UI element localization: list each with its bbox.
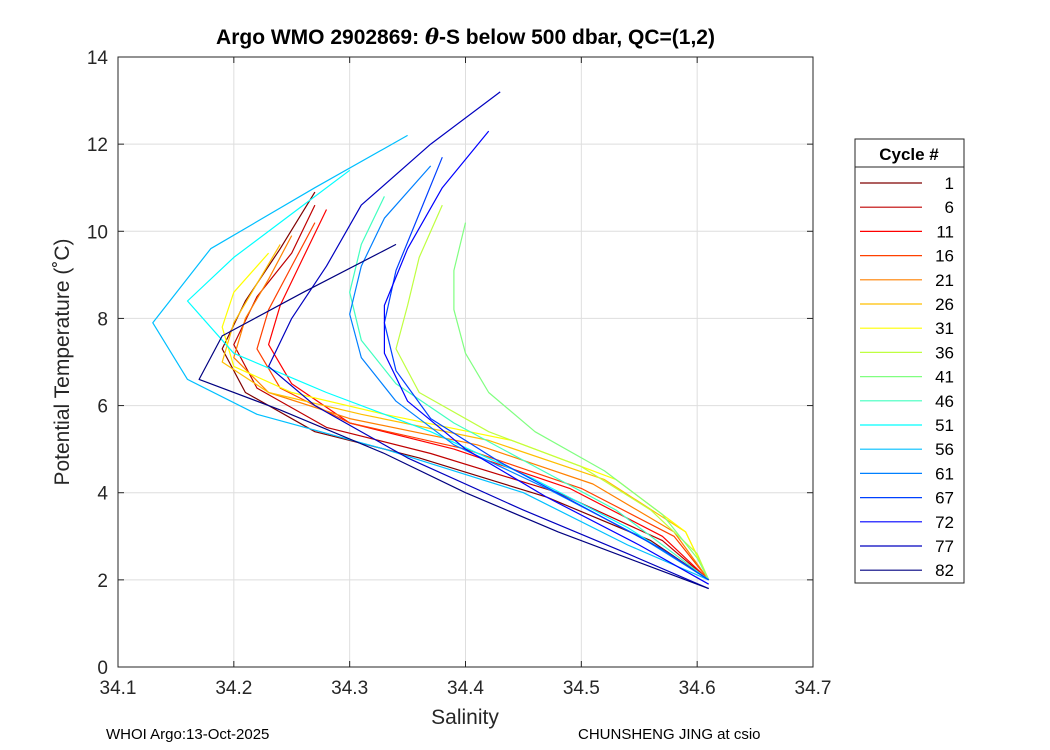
legend-entry-label: 46 <box>935 392 954 411</box>
legend-entry-label: 82 <box>935 561 954 580</box>
y-axis-label: Potential Temperature (˚C) <box>51 238 74 485</box>
series-line-cycle-82 <box>198 243 709 590</box>
y-tick-label: 12 <box>87 135 108 156</box>
y-tick-label: 10 <box>87 222 108 243</box>
chart-title: Argo WMO 2902869: θ-S below 500 dbar, QC… <box>118 24 813 50</box>
series-line-cycle-56 <box>152 134 709 581</box>
x-tick-label: 34.3 <box>331 678 368 699</box>
legend-entry-label: 6 <box>945 198 954 217</box>
legend-entry-label: 16 <box>935 247 954 266</box>
footer-right: CHUNSHENG JING at csio <box>578 726 761 743</box>
series-line-cycle-72 <box>383 130 709 585</box>
x-tick-label: 34.6 <box>679 678 716 699</box>
y-tick-label: 2 <box>97 571 108 592</box>
series-line-cycle-26 <box>221 244 710 581</box>
series-line-cycle-6 <box>233 204 710 581</box>
legend-entry-label: 67 <box>935 489 954 508</box>
title-prefix: Argo WMO 2902869: <box>216 26 425 49</box>
x-tick-label: 34.2 <box>215 678 252 699</box>
legend-title: Cycle # <box>879 145 939 164</box>
tick-layer: 34.1 34.2 34.3 34.4 34.5 34.6 34.7 0 2 4 6 8 10 12 14 <box>87 48 832 699</box>
x-tick-label: 34.4 <box>447 678 484 699</box>
y-tick-label: 0 <box>97 658 108 679</box>
series-line-cycle-46 <box>349 196 710 581</box>
y-tick-label: 8 <box>97 309 108 330</box>
legend-entry-label: 61 <box>935 464 954 483</box>
x-tick-label: 34.1 <box>100 678 137 699</box>
series-line-cycle-11 <box>268 209 710 581</box>
x-tick-label: 34.7 <box>795 678 832 699</box>
legend-entry-label: 36 <box>935 343 954 362</box>
legend-entry-label: 11 <box>936 222 954 241</box>
legend-entry-label: 77 <box>935 537 954 556</box>
y-tick-label: 6 <box>97 397 108 418</box>
series-line-cycle-41 <box>453 222 710 581</box>
y-tick-label: 4 <box>97 484 108 505</box>
series-line-cycle-36 <box>395 204 710 581</box>
legend-entry-label: 26 <box>935 295 954 314</box>
legend-entry-label: 72 <box>935 513 954 532</box>
legend-entry-label: 56 <box>935 440 954 459</box>
legend-entry-label: 1 <box>945 174 954 193</box>
title-suffix: -S below 500 dbar, QC=(1,2) <box>438 26 715 49</box>
footer-left: WHOI Argo:13-Oct-2025 <box>106 726 270 743</box>
x-axis-label: Salinity <box>431 706 499 729</box>
title-theta: θ <box>424 24 439 49</box>
series-layer <box>152 91 710 590</box>
x-tick-label: 34.5 <box>563 678 600 699</box>
series-line-cycle-21 <box>233 235 710 581</box>
legend-entry-label: 21 <box>935 271 954 290</box>
legend-box <box>854 138 965 584</box>
series-line-cycle-77 <box>268 91 709 590</box>
legend-entry-label: 51 <box>935 416 954 435</box>
y-tick-label: 14 <box>87 48 109 69</box>
legend-entry-label: 31 <box>935 319 954 338</box>
series-line-cycle-67 <box>383 156 710 581</box>
legend-entry-label: 41 <box>935 368 954 387</box>
series-line-cycle-51 <box>186 169 710 581</box>
